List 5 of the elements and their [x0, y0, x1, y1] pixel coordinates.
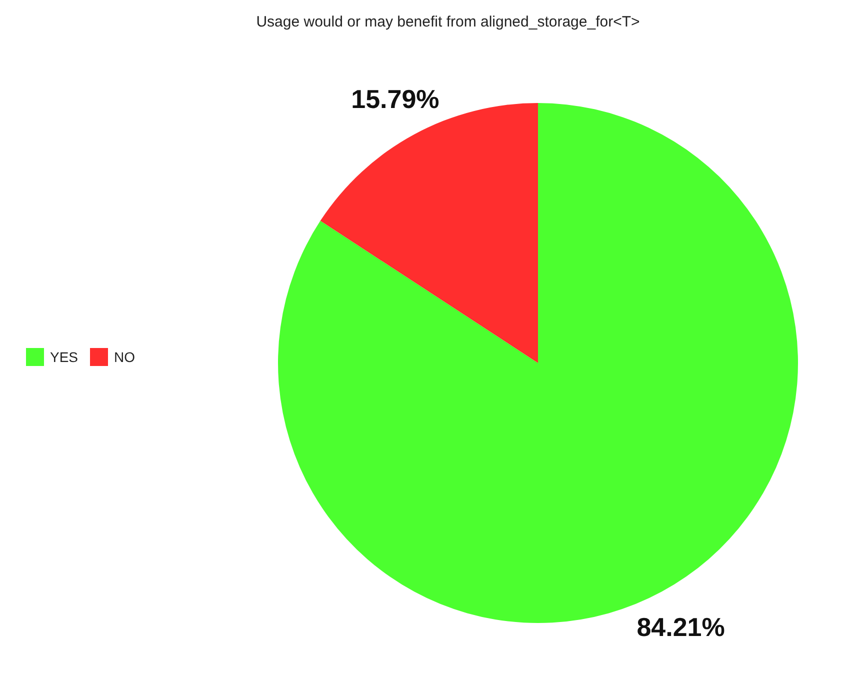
legend-label: YES [49, 348, 78, 366]
data-label: 84.21% [636, 612, 725, 642]
data-label: 15.79% [351, 84, 440, 114]
chart-title: Usage would or may benefit from aligned_storage_for<T> [256, 14, 640, 30]
legend-label: NO [113, 348, 136, 366]
